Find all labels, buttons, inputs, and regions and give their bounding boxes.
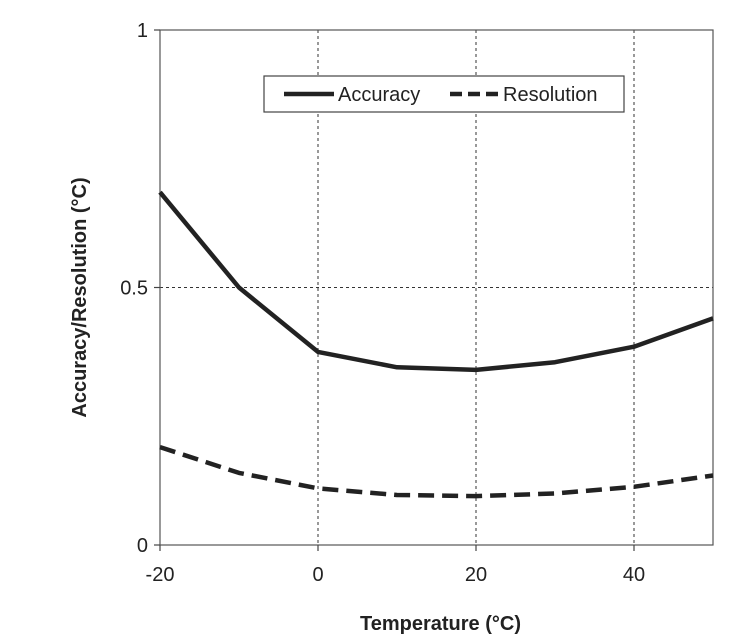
legend: Accuracy Resolution: [263, 75, 625, 113]
y-tick-label: 0: [137, 535, 148, 557]
y-tick-label: 1: [137, 20, 148, 42]
series-line-resolution: [159, 444, 714, 499]
series-line-accuracy: [158, 190, 714, 373]
grid-lines: [160, 30, 713, 545]
y-axis-title: Accuracy/Resolution (°C): [69, 177, 91, 417]
axis-ticks: -20 0 20 40 0 0.5 1: [120, 20, 645, 586]
legend-label-resolution: Resolution: [503, 84, 598, 106]
x-tick-label: 20: [465, 564, 487, 586]
x-axis-title: Temperature (°C): [360, 613, 521, 635]
x-tick-label: 40: [623, 564, 645, 586]
series-lines: [158, 190, 714, 499]
x-tick-label: -20: [146, 564, 175, 586]
x-tick-label: 0: [312, 564, 323, 586]
y-tick-label: 0.5: [120, 278, 148, 300]
legend-label-accuracy: Accuracy: [338, 84, 420, 106]
